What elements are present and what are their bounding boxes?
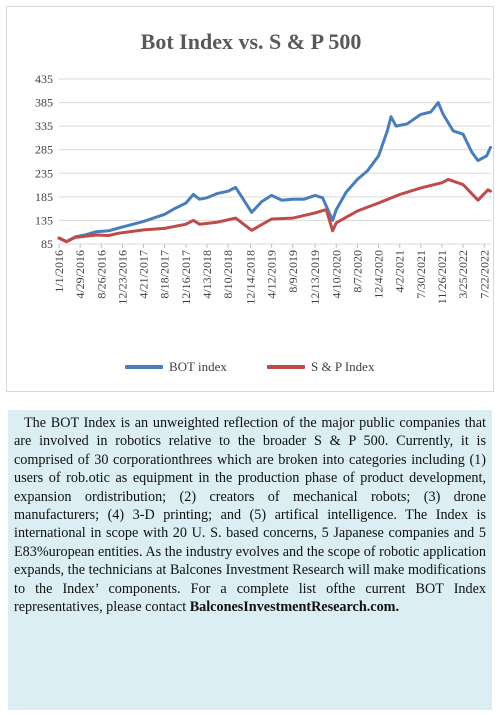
y-tick-label: 235 (35, 166, 53, 180)
contact-website: BalconesInvestmentResearch.com. (189, 599, 400, 616)
legend-label-sp-index: S & P Index (311, 359, 375, 374)
y-tick-label: 335 (35, 119, 53, 133)
x-tick-label: 8/18/2017 (158, 250, 172, 299)
line-chart: 85 135 185 235 285 335 385 435 1/1/2016 4/29/2016… (35, 72, 492, 305)
x-tick-label: 4/13/2018 (200, 250, 214, 299)
y-tick-label: 385 (35, 96, 53, 110)
y-tick-label: 285 (35, 143, 53, 157)
y-tick-label: 185 (35, 190, 53, 204)
x-tick-label: 1/1/2016 (52, 250, 66, 293)
description-text: The BOT Index is an unweighted reflectio… (14, 415, 486, 616)
legend-item-sp-index: S & P Index (267, 357, 374, 377)
legend-label-bot-index: BOT index (169, 359, 227, 374)
x-tick-label: 4/12/2019 (265, 250, 279, 299)
chart-title: Bot Index vs. S & P 500 (140, 29, 362, 54)
x-tick-label: 8/9/2019 (286, 250, 300, 293)
description-box: The BOT Index is an unweighted reflectio… (8, 410, 492, 710)
x-tick-label: 12/4/2020 (372, 250, 386, 299)
x-tick-label: 4/2/2021 (393, 250, 407, 293)
legend-item-bot-index: BOT index (125, 357, 227, 377)
legend-swatch-sp-index (267, 365, 305, 369)
x-tick-label: 7/30/2021 (414, 250, 428, 299)
legend-swatch-bot-index (125, 365, 163, 369)
chart-container: 85 135 185 235 285 335 385 435 1/1/2016 4/29/2016… (6, 6, 494, 392)
x-tick-label: 12/13/2019 (308, 250, 322, 305)
x-tick-label: 7/22/2022 (477, 250, 491, 299)
x-tick-label: 12/23/2016 (115, 250, 129, 305)
x-tick-label: 11/26/2021 (435, 250, 449, 304)
x-tick-label: 12/14/2018 (243, 250, 257, 305)
y-tick-label: 85 (41, 237, 53, 251)
series-line-bot-index (57, 101, 492, 244)
x-tick-label: 4/21/2017 (137, 250, 151, 299)
description-paragraph: The BOT Index is an unweighted reflectio… (14, 414, 486, 616)
x-tick-label: 12/16/2017 (179, 250, 193, 305)
x-tick-label: 8/10/2018 (221, 250, 235, 299)
y-tick-label: 135 (35, 213, 53, 227)
x-tick-label: 8/26/2016 (94, 250, 108, 299)
x-tick-label: 4/10/2020 (329, 250, 343, 299)
x-tick-label: 3/25/2022 (456, 250, 470, 299)
x-tick-label: 4/29/2016 (73, 250, 87, 299)
y-tick-label: 435 (35, 72, 53, 86)
x-tick-label: 8/7/2020 (350, 250, 364, 293)
series-line-sp-index (57, 177, 492, 244)
